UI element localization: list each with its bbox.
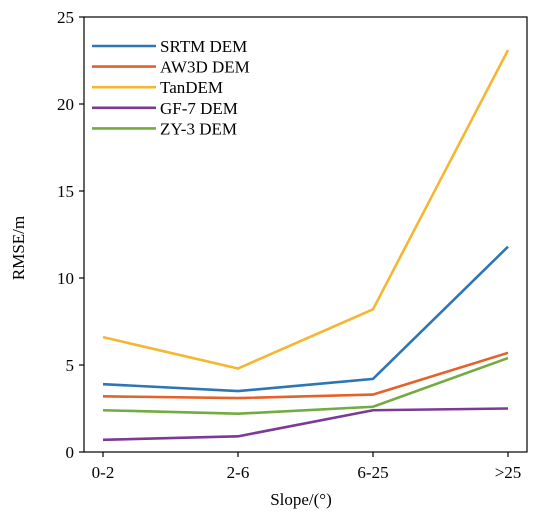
y-tick-label: 25: [57, 8, 74, 27]
legend-label-aw3d-dem: AW3D DEM: [160, 58, 250, 77]
legend-label-tandem: TanDEM: [160, 78, 223, 97]
y-tick-label: 0: [66, 443, 75, 462]
y-axis-label: RMSE/m: [9, 216, 28, 280]
legend-label-srtm-dem: SRTM DEM: [160, 37, 247, 56]
x-tick-label: >25: [495, 463, 522, 482]
x-tick-label: 2-6: [227, 463, 250, 482]
plot-frame: [83, 16, 528, 453]
legend-label-gf-7-dem: GF-7 DEM: [160, 99, 238, 118]
legend-label-zy-3-dem: ZY-3 DEM: [160, 119, 237, 138]
y-tick-label: 20: [57, 95, 74, 114]
y-tick-label: 5: [66, 356, 75, 375]
x-tick-label: 6-25: [357, 463, 388, 482]
y-tick-label: 15: [57, 182, 74, 201]
x-tick-label: 0-2: [92, 463, 115, 482]
y-tick-label: 10: [57, 269, 74, 288]
x-axis-label: Slope/(°): [270, 490, 332, 509]
series-line-srtm-dem: [102, 245, 509, 393]
series-line-aw3d-dem: [102, 351, 509, 400]
series-line-tandem: [102, 49, 510, 370]
series-line-zy-3-dem: [102, 356, 509, 416]
series-line-gf-7-dem: [102, 407, 509, 442]
